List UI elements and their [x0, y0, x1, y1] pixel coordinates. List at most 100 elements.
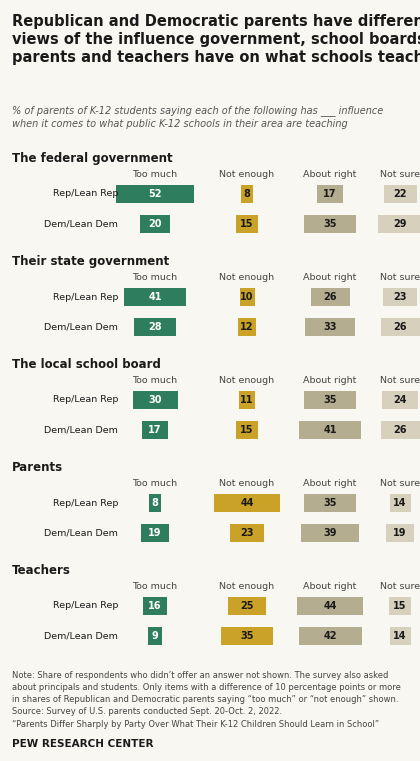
Text: Too much: Too much: [132, 170, 178, 179]
Text: 52: 52: [148, 189, 162, 199]
Text: Too much: Too much: [132, 376, 178, 385]
Bar: [310, 288, 349, 306]
Bar: [304, 215, 356, 233]
Text: Teachers: Teachers: [12, 564, 71, 577]
Text: 44: 44: [323, 601, 337, 611]
Bar: [141, 524, 169, 542]
Text: The federal government: The federal government: [12, 152, 173, 165]
Text: Not sure: Not sure: [380, 376, 420, 385]
Bar: [214, 494, 280, 512]
Text: About right: About right: [303, 479, 357, 488]
Bar: [305, 318, 355, 336]
Text: About right: About right: [303, 376, 357, 385]
Text: 11: 11: [240, 395, 254, 405]
Bar: [382, 391, 418, 409]
Text: About right: About right: [303, 582, 357, 591]
Text: 29: 29: [393, 219, 407, 229]
Bar: [124, 288, 186, 306]
Bar: [239, 391, 255, 409]
Text: Not enough: Not enough: [219, 273, 275, 282]
Text: 19: 19: [148, 528, 162, 538]
Text: Not enough: Not enough: [219, 170, 275, 179]
Bar: [116, 185, 194, 203]
Text: Parents: Parents: [12, 461, 63, 474]
Text: 33: 33: [323, 322, 337, 332]
Text: 15: 15: [393, 601, 407, 611]
Text: Rep/Lean Rep: Rep/Lean Rep: [52, 292, 118, 301]
Text: 44: 44: [240, 498, 254, 508]
Text: 12: 12: [240, 322, 254, 332]
Text: 35: 35: [323, 395, 337, 405]
Text: 35: 35: [240, 631, 254, 641]
Text: Not sure: Not sure: [380, 170, 420, 179]
Bar: [304, 494, 356, 512]
Text: About right: About right: [303, 273, 357, 282]
Bar: [236, 421, 258, 439]
Bar: [381, 421, 420, 439]
Text: Not enough: Not enough: [219, 376, 275, 385]
Text: 30: 30: [148, 395, 162, 405]
Bar: [301, 524, 359, 542]
Text: 23: 23: [240, 528, 254, 538]
Text: Note: Share of respondents who didn’t offer an answer not shown. The survey also: Note: Share of respondents who didn’t of…: [12, 671, 401, 728]
Bar: [143, 597, 167, 615]
Bar: [149, 494, 161, 512]
Text: Too much: Too much: [132, 479, 178, 488]
Text: 26: 26: [323, 292, 337, 302]
Text: 25: 25: [240, 601, 254, 611]
Text: 14: 14: [393, 631, 407, 641]
Bar: [134, 318, 176, 336]
Text: Dem/Lean Dem: Dem/Lean Dem: [44, 425, 118, 435]
Bar: [148, 627, 162, 645]
Text: 15: 15: [240, 219, 254, 229]
Text: 35: 35: [323, 498, 337, 508]
Bar: [297, 597, 363, 615]
Text: Too much: Too much: [132, 582, 178, 591]
Bar: [299, 627, 362, 645]
Text: Not sure: Not sure: [380, 273, 420, 282]
Bar: [389, 627, 410, 645]
Bar: [317, 185, 343, 203]
Text: Too much: Too much: [132, 273, 178, 282]
Bar: [140, 215, 170, 233]
Text: 35: 35: [323, 219, 337, 229]
Text: Dem/Lean Dem: Dem/Lean Dem: [44, 219, 118, 228]
Text: % of parents of K-12 students saying each of the following has ___ influence
whe: % of parents of K-12 students saying eac…: [12, 105, 383, 129]
Text: 10: 10: [240, 292, 254, 302]
Text: 28: 28: [148, 322, 162, 332]
Text: 16: 16: [148, 601, 162, 611]
Text: Rep/Lean Rep: Rep/Lean Rep: [52, 601, 118, 610]
Text: 26: 26: [393, 322, 407, 332]
Text: PEW RESEARCH CENTER: PEW RESEARCH CENTER: [12, 739, 153, 749]
Text: 41: 41: [323, 425, 337, 435]
Bar: [142, 421, 168, 439]
Bar: [228, 597, 266, 615]
Text: 26: 26: [393, 425, 407, 435]
Text: Dem/Lean Dem: Dem/Lean Dem: [44, 632, 118, 641]
Bar: [239, 288, 255, 306]
Text: Rep/Lean Rep: Rep/Lean Rep: [52, 396, 118, 405]
Text: Dem/Lean Dem: Dem/Lean Dem: [44, 323, 118, 332]
Text: Rep/Lean Rep: Rep/Lean Rep: [52, 189, 118, 199]
Bar: [236, 215, 258, 233]
Text: 24: 24: [393, 395, 407, 405]
Text: About right: About right: [303, 170, 357, 179]
Bar: [238, 318, 256, 336]
Text: Their state government: Their state government: [12, 255, 169, 268]
Bar: [383, 288, 417, 306]
Bar: [389, 597, 411, 615]
Text: Not sure: Not sure: [380, 582, 420, 591]
Bar: [132, 391, 178, 409]
Text: 22: 22: [393, 189, 407, 199]
Bar: [383, 185, 417, 203]
Text: 39: 39: [323, 528, 337, 538]
Text: Republican and Democratic parents have different
views of the influence governme: Republican and Democratic parents have d…: [12, 14, 420, 65]
Text: 17: 17: [323, 189, 337, 199]
Text: Not enough: Not enough: [219, 479, 275, 488]
Bar: [378, 215, 420, 233]
Bar: [221, 627, 273, 645]
Bar: [230, 524, 264, 542]
Bar: [241, 185, 253, 203]
Text: Not sure: Not sure: [380, 479, 420, 488]
Text: 17: 17: [148, 425, 162, 435]
